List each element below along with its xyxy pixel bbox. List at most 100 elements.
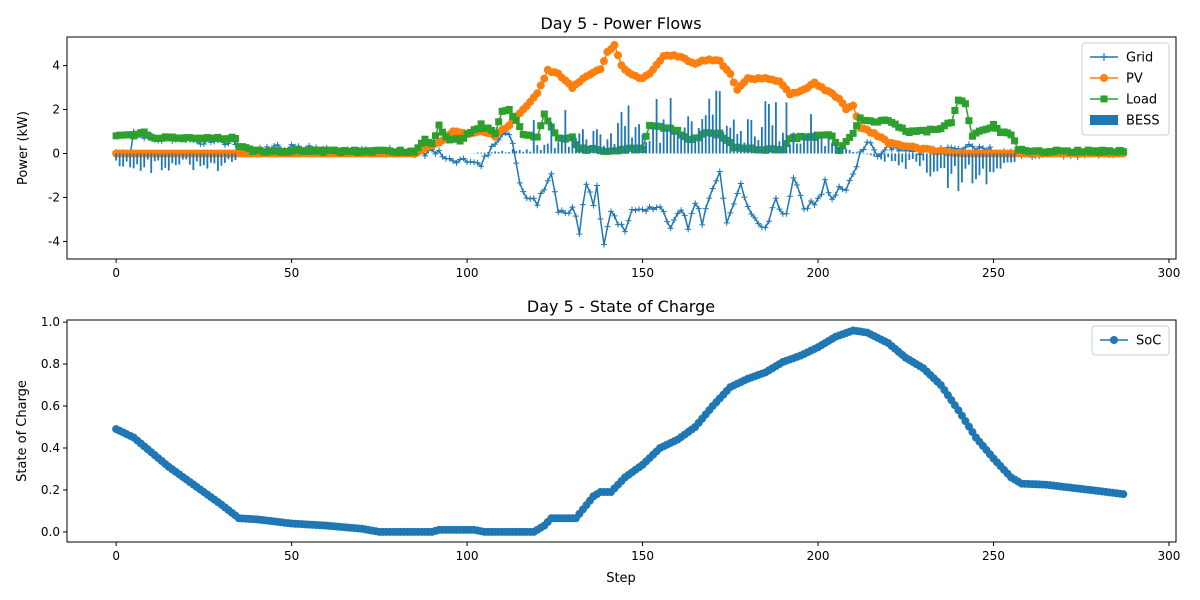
load-point: [379, 146, 387, 154]
grid-point: [699, 221, 706, 228]
grid-point: [474, 159, 481, 166]
bess-bar: [1013, 153, 1016, 162]
bess-bar: [999, 153, 1002, 169]
load-point: [895, 123, 903, 131]
x-tick-label: 0: [112, 266, 120, 280]
load-point: [410, 148, 418, 156]
grid-point: [551, 188, 558, 195]
bess-bar: [996, 153, 998, 169]
y-tick-label: 0.6: [41, 399, 60, 413]
load-point: [814, 131, 822, 139]
bess-bar: [799, 143, 802, 154]
bess-bar: [627, 105, 630, 154]
y-tick-label: 0.8: [41, 357, 60, 371]
bess-bar: [922, 153, 925, 161]
legend-entry-pv: PV: [1090, 72, 1143, 87]
load-point: [786, 135, 794, 143]
bess-bar: [841, 148, 844, 154]
bess-bar: [673, 132, 676, 154]
bess-bar: [680, 133, 683, 154]
grid-point: [646, 203, 653, 210]
load-point: [856, 114, 864, 122]
bess-bar: [701, 119, 704, 154]
bess-bar: [596, 129, 598, 154]
legend-label: Grid: [1126, 51, 1153, 66]
load-point: [1000, 128, 1008, 136]
bess-bar: [683, 127, 686, 154]
x-tick-label: 50: [284, 549, 299, 563]
bess-bar: [122, 153, 125, 167]
bess-bar: [525, 149, 528, 154]
y-tick-label: 4: [52, 59, 60, 73]
grid-point: [555, 209, 562, 216]
bess-bar: [504, 152, 507, 154]
load-point: [179, 135, 187, 143]
bess-bar: [515, 150, 518, 154]
bess-bar: [206, 153, 209, 169]
load-point: [484, 124, 492, 132]
soc-frame: [66, 319, 1177, 543]
bess-bar: [725, 125, 728, 154]
bess-bar: [775, 102, 777, 154]
grid-point: [829, 196, 836, 203]
bess-bar: [782, 132, 784, 154]
load-point: [116, 131, 124, 139]
pv-point: [726, 69, 735, 78]
load-point: [470, 126, 478, 134]
load-point: [884, 117, 892, 125]
load-point: [642, 132, 650, 140]
bess-bar: [638, 124, 640, 154]
grid-point: [569, 204, 576, 211]
bess-bar: [757, 139, 760, 154]
bess-bar: [796, 143, 798, 154]
load-point: [954, 96, 962, 104]
grid-point: [871, 146, 878, 153]
bess-bar: [954, 153, 956, 167]
bess-bar: [767, 103, 770, 154]
load-point: [431, 132, 439, 140]
bess-bar: [529, 151, 532, 154]
load-point: [877, 116, 885, 124]
bess-bar: [224, 153, 226, 163]
load-point: [133, 130, 141, 138]
load-point: [1109, 148, 1117, 156]
soc-legend: SoC: [1091, 325, 1170, 356]
load-point: [902, 127, 910, 135]
load-point: [400, 148, 408, 156]
grid-point: [790, 174, 797, 181]
bess-bar: [641, 134, 644, 154]
bess-bar: [129, 153, 132, 168]
x-tick-label: 300: [1158, 549, 1181, 563]
bess-bar: [753, 136, 756, 154]
legend-label: SoC: [1136, 334, 1161, 349]
bess-bar: [483, 152, 486, 154]
legend-entry-soc: SoC: [1100, 334, 1161, 349]
load-point: [1060, 147, 1068, 155]
load-point: [442, 133, 450, 141]
grid-point: [808, 197, 815, 204]
load-point: [130, 132, 138, 140]
power-flows-panel: Day 5 - Power Flows Power (kW) 0 50 100 150…: [16, 14, 1180, 280]
grid-point: [579, 201, 586, 208]
y-tick-label: -2: [48, 190, 60, 204]
grid-point: [688, 210, 695, 217]
bess-bar: [789, 144, 791, 154]
grid-point: [986, 144, 993, 151]
bess-bar: [480, 152, 483, 154]
grid-point: [793, 182, 800, 189]
load-point: [270, 147, 278, 155]
load-point: [498, 107, 506, 115]
load-point: [316, 146, 324, 154]
bess-bar: [560, 134, 563, 154]
grid-point: [604, 223, 611, 230]
load-point: [1004, 129, 1012, 137]
bess-bar: [708, 98, 711, 154]
bess-bar: [564, 109, 567, 154]
load-point: [389, 148, 397, 156]
load-point: [291, 146, 299, 154]
load-point: [417, 139, 425, 147]
grid-point: [685, 226, 692, 233]
bess-bar: [139, 153, 142, 171]
grid-point: [516, 179, 523, 186]
load-point: [460, 134, 468, 142]
